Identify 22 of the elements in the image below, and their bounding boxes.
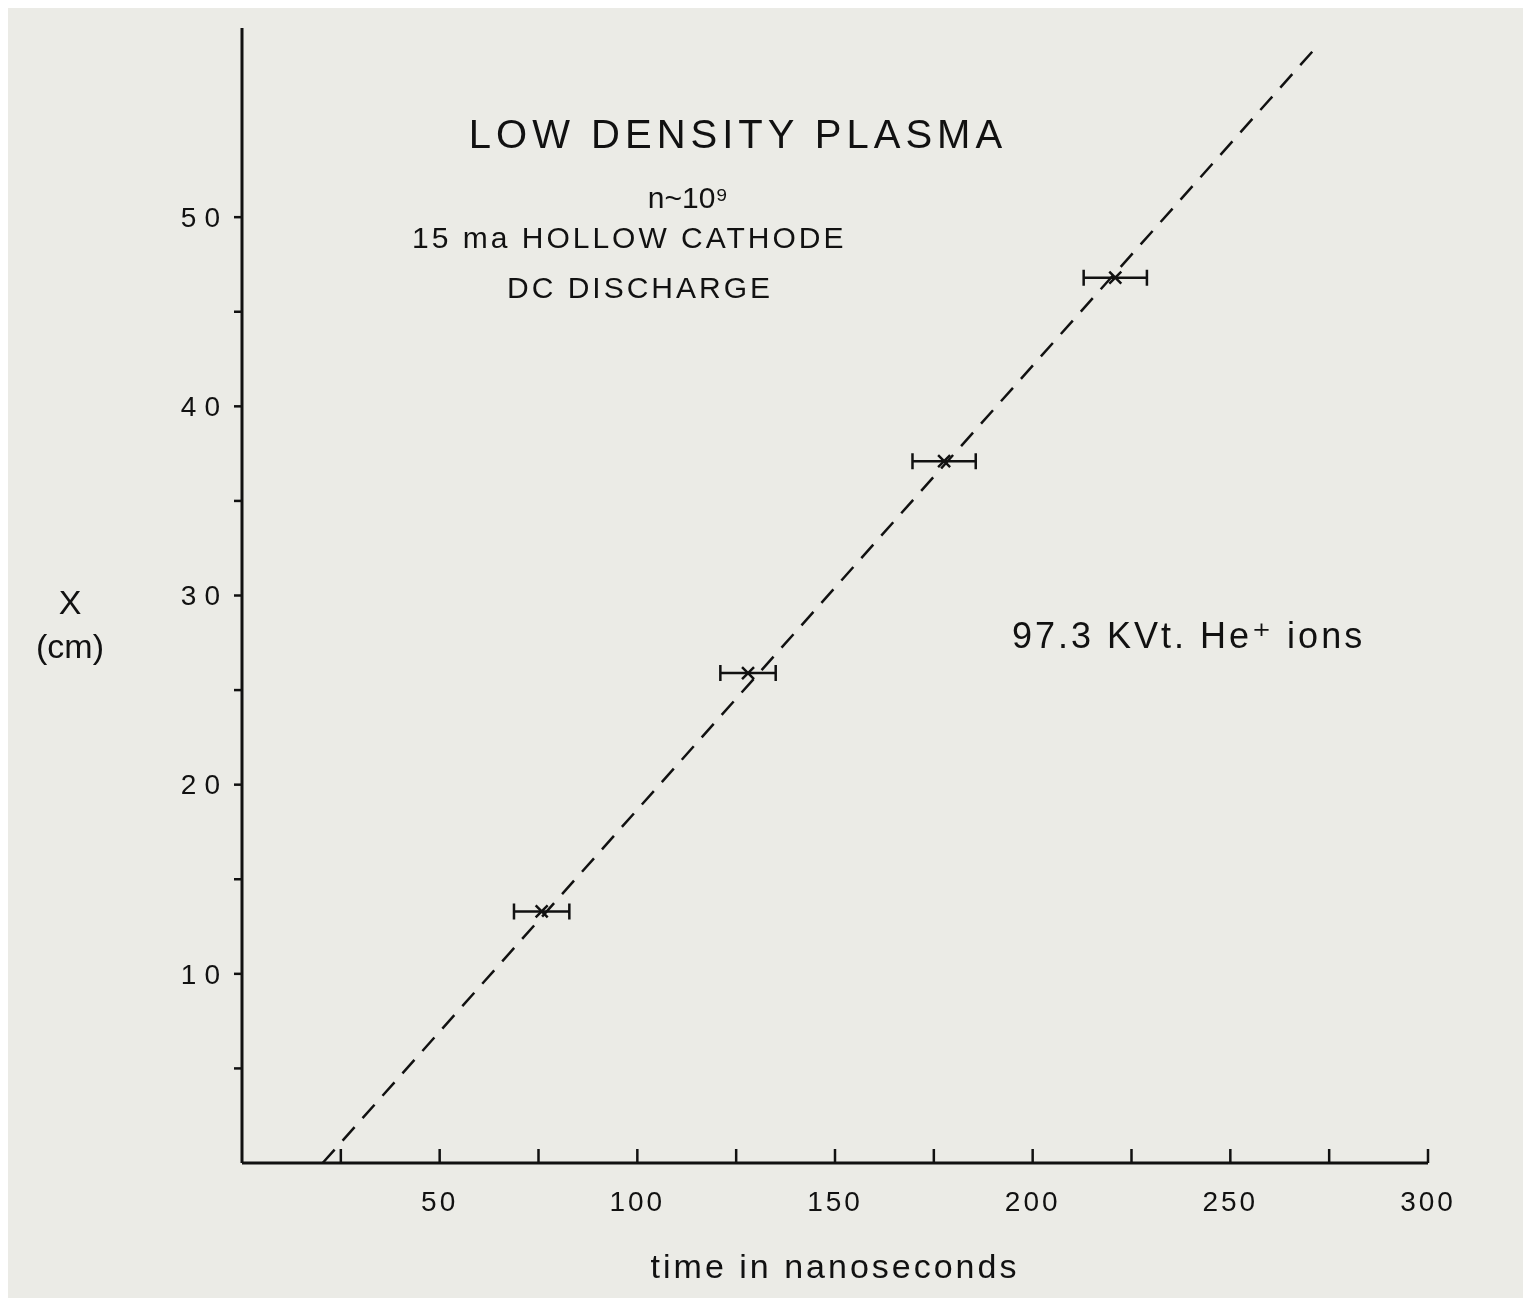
text: n~10⁹ (647, 181, 729, 214)
x-tick-label: 200 (1004, 1186, 1061, 1217)
y-tick-label: 30 (180, 580, 228, 612)
annotation: DC DISCHARGE (507, 271, 774, 304)
point (936, 453, 952, 469)
y-tick-label: 40 (180, 391, 228, 423)
point (1108, 270, 1123, 285)
x-tick-label: 250 (1202, 1186, 1259, 1217)
x-tick-label: 50 (421, 1186, 459, 1217)
y-tick-label: 20 (180, 769, 228, 801)
y-tick-label: 50 (180, 201, 228, 233)
x-tick-label: 100 (609, 1186, 666, 1217)
x-axis-title: time in nanoseconds (650, 1247, 1020, 1285)
text: LOW DENSITY PLASMA (468, 112, 1008, 156)
point (534, 904, 549, 919)
annotation: 15 ma HOLLOW CATHODE (412, 221, 847, 254)
annotation: 97.3 KVt. He⁺ ions (1012, 615, 1366, 656)
y-axis-title: X (cm) (36, 583, 104, 666)
x-tick-label: 300 (1400, 1186, 1456, 1217)
y-tick-label: 10 (180, 958, 228, 990)
x-tick-label: 150 (807, 1186, 863, 1217)
point (740, 665, 756, 681)
